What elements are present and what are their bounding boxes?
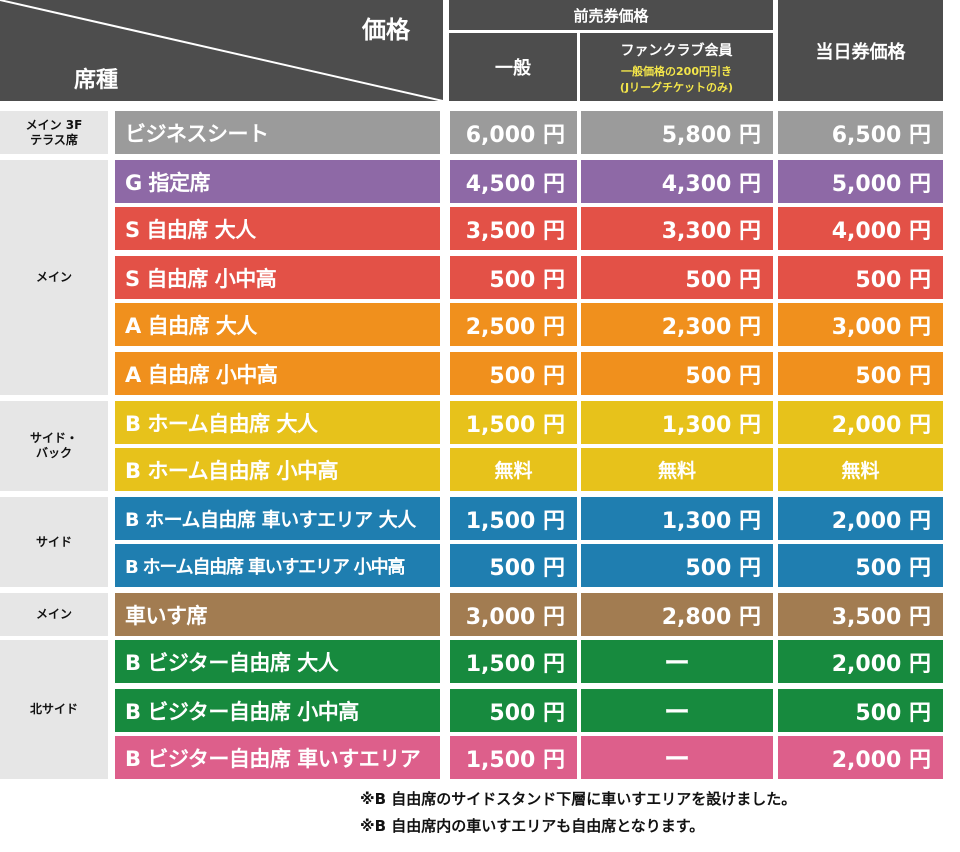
seat-type-cell: S 自由席 小中高: [115, 256, 440, 299]
price-dayof-cell: 2,000 円: [778, 401, 943, 444]
price-fanclub-cell: 2,800 円: [581, 593, 773, 636]
header-dayof: 当日券価格: [778, 0, 943, 101]
price-general-cell: 3,000 円: [450, 593, 577, 636]
seat-type-cell: B ホーム自由席 大人: [115, 401, 440, 444]
seat-group-text: サイド: [35, 534, 72, 549]
seat-group-label: メイン 3F テラス席: [0, 111, 108, 154]
header-fanclub: ファンクラブ会員 一般価格の200円引き (Jリーグチケットのみ): [580, 33, 773, 101]
seat-group-label: 北サイド: [0, 640, 108, 779]
seat-type-cell: B ホーム自由席 小中高: [115, 448, 440, 491]
header-corner: 価格 席種: [0, 0, 443, 101]
header-seat-type-label: 席種: [74, 68, 119, 93]
price-dayof-cell: 5,000 円: [778, 160, 943, 203]
seat-type-cell: B ホーム自由席 車いすエリア 小中高: [115, 544, 440, 587]
footnote-1: ※B 自由席のサイドスタンド下層に車いすエリアを設けました。: [360, 790, 797, 808]
price-dayof-cell: 500 円: [778, 352, 943, 395]
price-dayof-cell: 4,000 円: [778, 207, 943, 250]
price-fanclub-cell: 無料: [581, 448, 773, 491]
price-general-cell: 1,500 円: [450, 401, 577, 444]
price-fanclub-cell: 3,300 円: [581, 207, 773, 250]
price-dayof-cell: 3,500 円: [778, 593, 943, 636]
price-dayof-cell: 無料: [778, 448, 943, 491]
seat-type-cell: 車いす席: [115, 593, 440, 636]
price-general-cell: 1,500 円: [450, 497, 577, 540]
seat-group-label: メイン: [0, 160, 108, 395]
seat-type-cell: B ビジター自由席 大人: [115, 640, 440, 683]
seat-group-label: サイド・ バック: [0, 401, 108, 491]
header-fanclub-label: ファンクラブ会員: [620, 42, 733, 59]
price-fanclub-cell: 5,800 円: [581, 111, 773, 154]
price-general-cell: 4,500 円: [450, 160, 577, 203]
price-general-cell: 1,500 円: [450, 736, 577, 779]
price-dayof-cell: 3,000 円: [778, 303, 943, 346]
price-fanclub-cell: 4,300 円: [581, 160, 773, 203]
price-dayof-cell: 6,500 円: [778, 111, 943, 154]
seat-type-cell: S 自由席 大人: [115, 207, 440, 250]
price-general-cell: 500 円: [450, 352, 577, 395]
seat-type-cell: B ビジター自由席 小中高: [115, 689, 440, 732]
price-general-cell: 6,000 円: [450, 111, 577, 154]
price-dayof-cell: 500 円: [778, 544, 943, 587]
seat-group-text: メイン 3F テラス席: [25, 117, 83, 147]
price-fanclub-cell: 500 円: [581, 544, 773, 587]
seat-type-cell: B ホーム自由席 車いすエリア 大人: [115, 497, 440, 540]
header-general: 一般: [449, 33, 577, 101]
seat-type-cell: A 自由席 大人: [115, 303, 440, 346]
footnote-2: ※B 自由席内の車いすエリアも自由席となります。: [360, 817, 705, 835]
price-fanclub-cell: 500 円: [581, 256, 773, 299]
price-general-cell: 無料: [450, 448, 577, 491]
price-fanclub-cell: 500 円: [581, 352, 773, 395]
price-general-cell: 500 円: [450, 689, 577, 732]
seat-group-text: メイン: [35, 607, 72, 621]
header-advance: 前売券価格: [449, 0, 773, 30]
price-fanclub-cell: 1,300 円: [581, 401, 773, 444]
price-dayof-cell: 500 円: [778, 256, 943, 299]
price-fanclub-cell: ー: [581, 736, 773, 779]
price-general-cell: 2,500 円: [450, 303, 577, 346]
price-general-cell: 3,500 円: [450, 207, 577, 250]
price-general-cell: 500 円: [450, 544, 577, 587]
seat-group-text: メイン: [35, 270, 72, 284]
price-general-cell: 500 円: [450, 256, 577, 299]
header-fanclub-note2: (Jリーグチケットのみ): [619, 80, 734, 94]
seat-group-label: メイン: [0, 593, 108, 636]
header-fanclub-note1: 一般価格の200円引き: [621, 64, 732, 78]
seat-group-label: サイド: [0, 497, 108, 587]
price-dayof-cell: 2,000 円: [778, 736, 943, 779]
header-price-label: 価格: [362, 16, 410, 44]
seat-type-cell: ビジネスシート: [115, 111, 440, 154]
price-fanclub-cell: ー: [581, 640, 773, 683]
price-fanclub-cell: 1,300 円: [581, 497, 773, 540]
seat-type-cell: G 指定席: [115, 160, 440, 203]
price-dayof-cell: 500 円: [778, 689, 943, 732]
price-fanclub-cell: ー: [581, 689, 773, 732]
price-general-cell: 1,500 円: [450, 640, 577, 683]
seat-type-cell: A 自由席 小中高: [115, 352, 440, 395]
seat-group-text: サイド・ バック: [29, 431, 78, 460]
seat-group-text: 北サイド: [29, 702, 78, 716]
seat-type-cell: B ビジター自由席 車いすエリア: [115, 736, 440, 779]
diagonal-divider: [0, 0, 443, 101]
price-dayof-cell: 2,000 円: [778, 497, 943, 540]
price-dayof-cell: 2,000 円: [778, 640, 943, 683]
price-fanclub-cell: 2,300 円: [581, 303, 773, 346]
